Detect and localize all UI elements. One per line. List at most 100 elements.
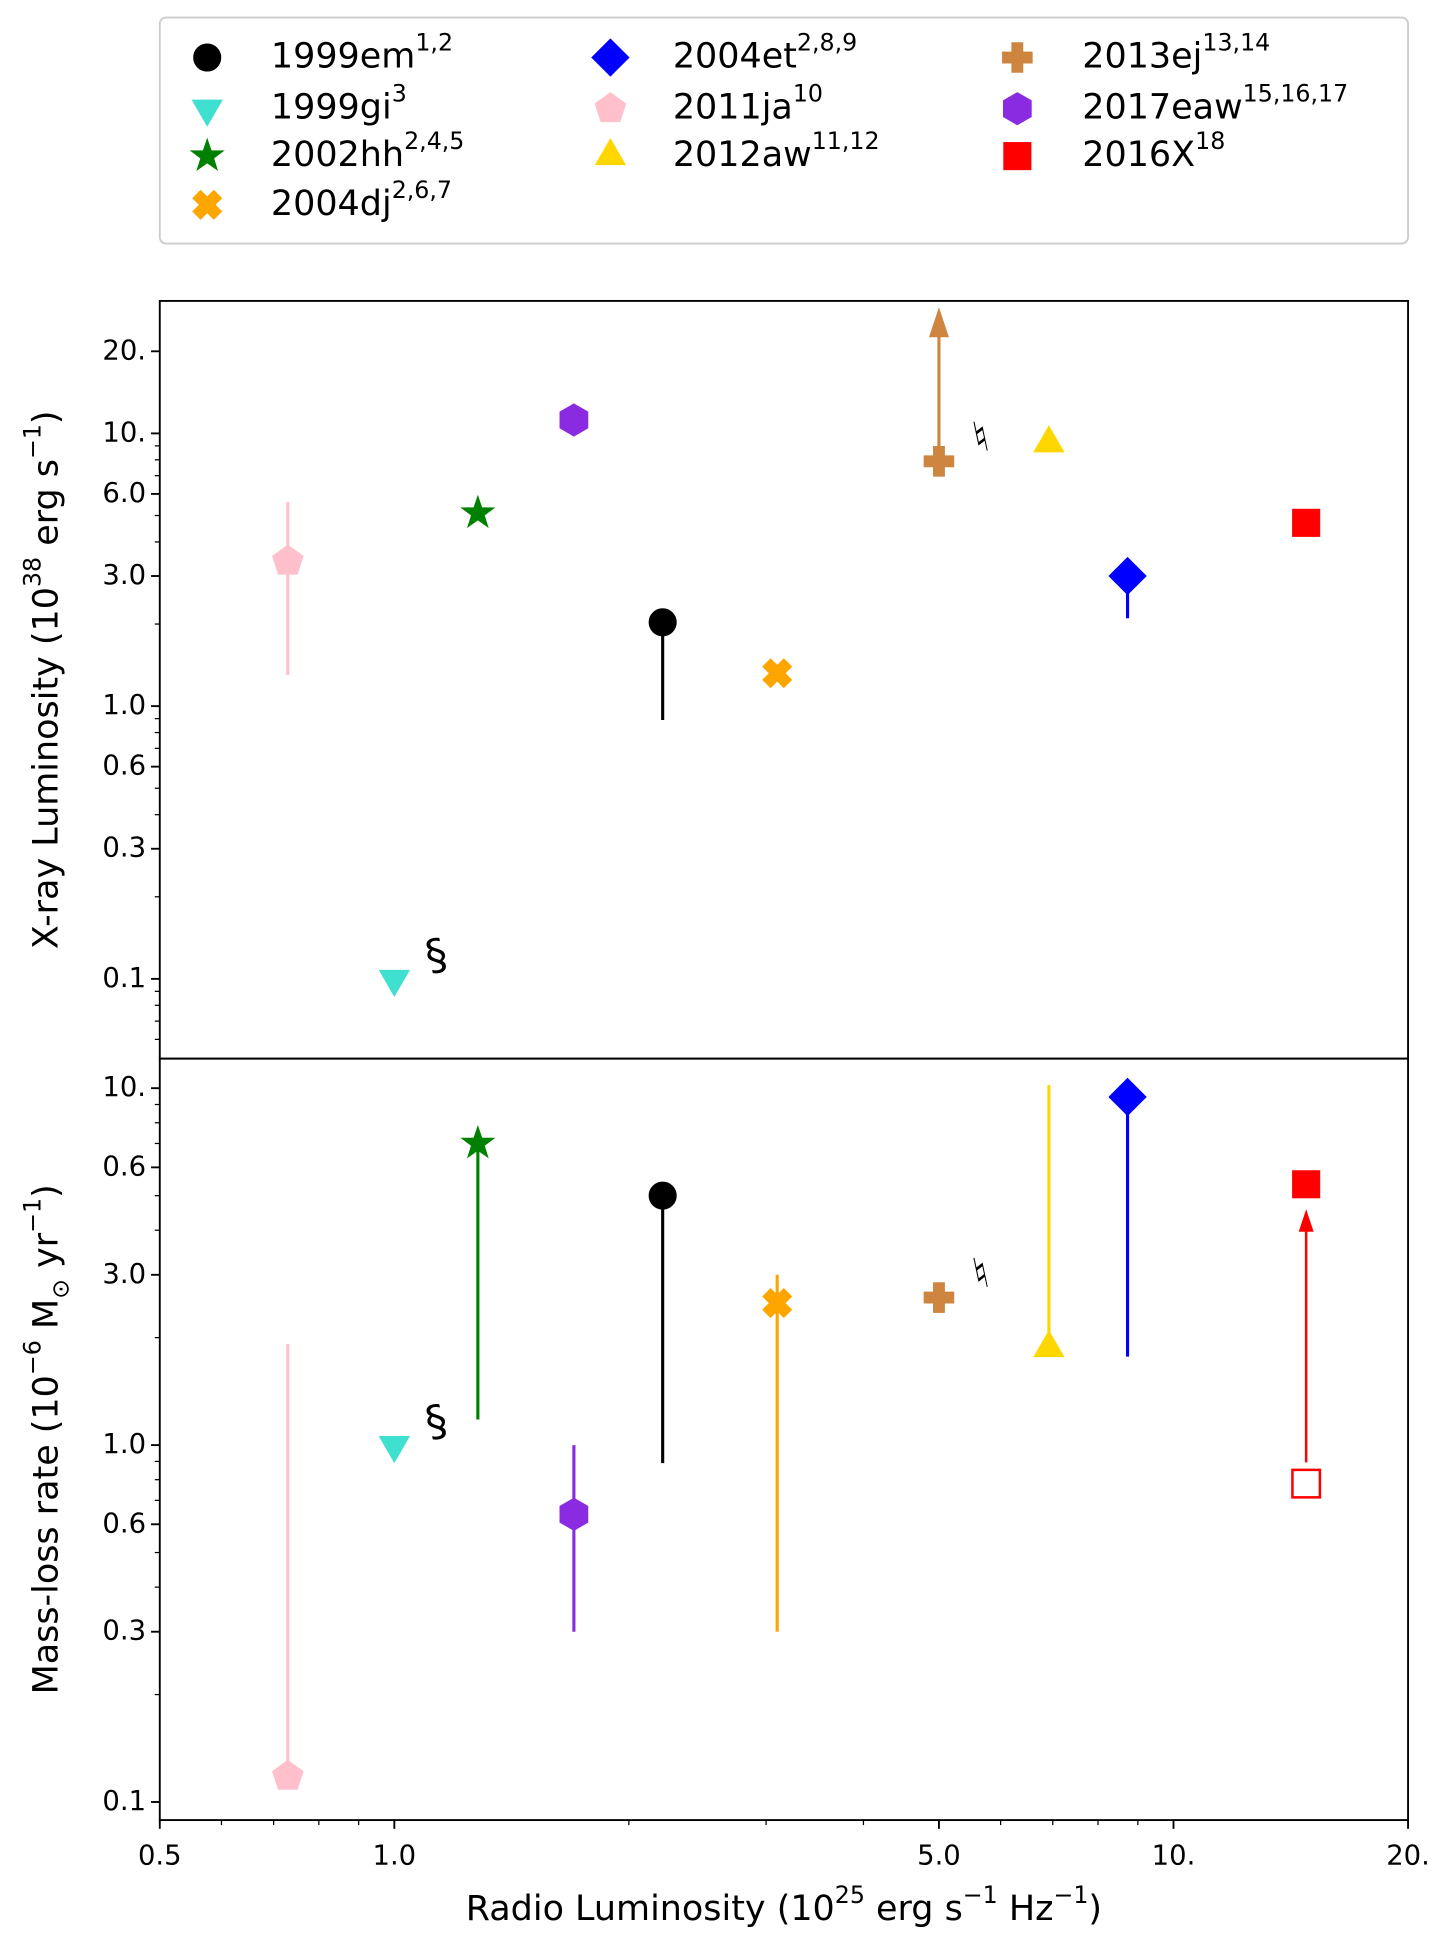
legend-label: 1999gi3 [271, 79, 407, 128]
y-axis-label-part: ) [26, 1184, 66, 1198]
legend-marker [1002, 92, 1032, 126]
x-axis-label-part: 25 [835, 1880, 865, 1908]
y-tick-label: 6.0 [102, 478, 146, 509]
legend-label: 2013ej13,14 [1082, 28, 1270, 77]
legend-marker [594, 92, 627, 123]
data-point [1292, 508, 1321, 537]
y-tick-label: 10. [102, 417, 146, 448]
bottom-axes-frame [158, 1057, 1409, 1822]
annotation: ♮ [968, 1249, 993, 1300]
legend-refs: 10 [793, 79, 823, 107]
y-tick-label: 10. [102, 1072, 146, 1103]
data-point [1033, 1329, 1065, 1358]
y-axis-label-part: erg s [26, 459, 66, 557]
data-point [1108, 556, 1147, 596]
y-axis-label-part: X-ray Luminosity (10 [26, 587, 66, 949]
arrow-head [1298, 1209, 1314, 1232]
legend-name: 2011ja [673, 88, 793, 128]
legend-marker [191, 99, 223, 127]
legend-refs: 2,8,9 [797, 28, 857, 56]
legend-name: 2004et [673, 37, 797, 77]
legend-refs: 3 [392, 79, 407, 107]
legend-box [158, 16, 1409, 245]
x-axis-label-part: erg s [865, 1889, 963, 1929]
x-tick-label: 1.0 [372, 1840, 416, 1871]
y-axis-label-part: −1 [18, 1198, 46, 1233]
y-axis-label-part: ⊙ [46, 1279, 74, 1299]
y-axis-label-part: M [26, 1299, 66, 1340]
data-point [272, 544, 304, 575]
x-axis-label-part: Radio Luminosity (10 [466, 1889, 835, 1929]
x-axis-label-part: ) [1088, 1889, 1102, 1929]
x-axis-label-part: −1 [963, 1880, 998, 1908]
arrow-head [928, 307, 949, 338]
x-tick-label: 20. [1386, 1840, 1430, 1871]
data-point [762, 658, 793, 689]
legend-label: 1999em1,2 [271, 28, 453, 77]
legend-refs: 2,6,7 [392, 175, 452, 203]
legend-name: 2012aw [673, 135, 812, 175]
x-tick-label: 0.5 [138, 1840, 182, 1871]
legend-name: 2004dj [271, 184, 392, 224]
y-tick-label: 0.3 [102, 833, 146, 864]
legend-marker [594, 138, 627, 166]
legend-marker [1003, 142, 1032, 171]
y-tick-label: 3.0 [102, 560, 146, 591]
x-axis-label-part: Hz [998, 1889, 1054, 1929]
y-axis-label-part: −1 [18, 424, 46, 459]
annotation: § [421, 930, 452, 982]
x-tick-label: 10. [1152, 1840, 1196, 1871]
legend-label: 2012aw11,12 [673, 127, 880, 175]
legend-marker [189, 137, 225, 172]
data-point [1033, 425, 1065, 453]
legend-label: 2004et2,8,9 [673, 28, 857, 77]
data-point [559, 1497, 589, 1531]
legend-label: 2002hh2,4,5 [271, 127, 465, 175]
y-tick-label: 0.1 [102, 963, 146, 994]
data-point [378, 1436, 411, 1464]
y-tick-label: 3.0 [102, 1259, 146, 1290]
y-axis-label-part: −6 [18, 1340, 46, 1375]
y-tick-label: 0.6 [102, 1151, 146, 1182]
y-axis-label-part: yr [26, 1232, 66, 1279]
legend-name: 2017eaw [1082, 88, 1242, 128]
legend-marker [591, 38, 630, 77]
data-point [923, 1282, 955, 1313]
legend-marker [193, 43, 222, 72]
y-axis-label-part: 38 [18, 557, 46, 587]
y-axis-label-part: ) [26, 410, 66, 424]
y-tick-label: 0.3 [102, 1616, 146, 1647]
x-axis-label-part: −1 [1053, 1880, 1088, 1908]
legend-marker [1002, 42, 1033, 73]
legend-refs: 18 [1195, 127, 1225, 155]
legend-refs: 13,14 [1202, 28, 1270, 56]
annotation: § [421, 1396, 452, 1448]
y-axis-label: Mass-loss rate (10−6 M⊙ yr−1) [18, 1184, 74, 1694]
y-tick-label: 1.0 [102, 690, 146, 721]
data-point [923, 446, 955, 477]
x-axis-label: Radio Luminosity (1025 erg s−1 Hz−1) [466, 1880, 1102, 1928]
data-point [559, 403, 589, 437]
data-point [460, 494, 496, 529]
data-point [378, 969, 411, 997]
legend-label: 2004dj2,6,7 [271, 175, 452, 223]
legend-refs: 2,4,5 [404, 127, 464, 155]
y-tick-label: 0.6 [102, 1508, 146, 1539]
data-point [460, 1125, 496, 1159]
legend-label: 2017eaw15,16,17 [1082, 79, 1348, 128]
x-tick-label: 5.0 [917, 1840, 961, 1871]
legend-name: 2013ej [1082, 37, 1202, 77]
y-tick-label: 1.0 [102, 1429, 146, 1460]
legend-marker [192, 189, 223, 220]
y-tick-label: 0.6 [102, 751, 146, 782]
data-point [648, 608, 677, 637]
legend-name: 2016X [1082, 135, 1195, 175]
y-tick-label: 0.1 [102, 1786, 146, 1817]
legend-refs: 1,2 [415, 28, 453, 56]
data-point [762, 1288, 793, 1319]
legend-refs: 15,16,17 [1243, 79, 1349, 107]
data-point [1292, 1170, 1321, 1199]
legend-label: 2011ja10 [673, 79, 823, 128]
annotation: ♮ [968, 413, 993, 464]
